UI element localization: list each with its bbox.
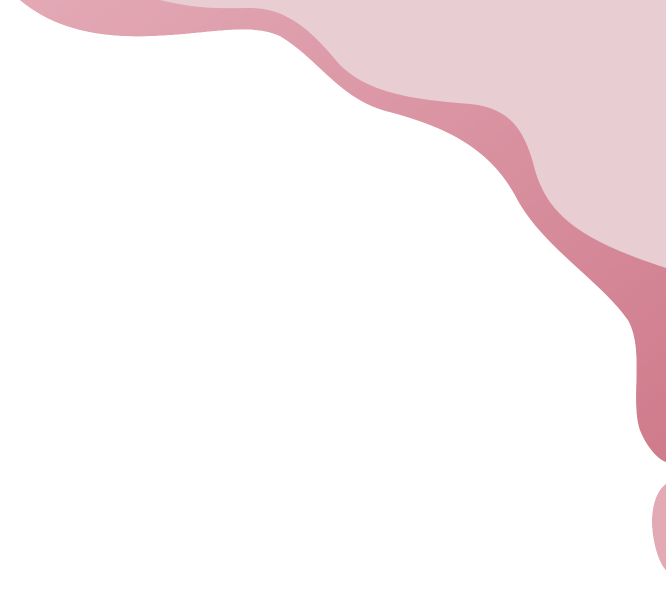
pink-blob-bottom-right <box>652 484 666 570</box>
light-pink-wave <box>160 0 666 268</box>
dark-pink-wave-band <box>20 0 666 462</box>
